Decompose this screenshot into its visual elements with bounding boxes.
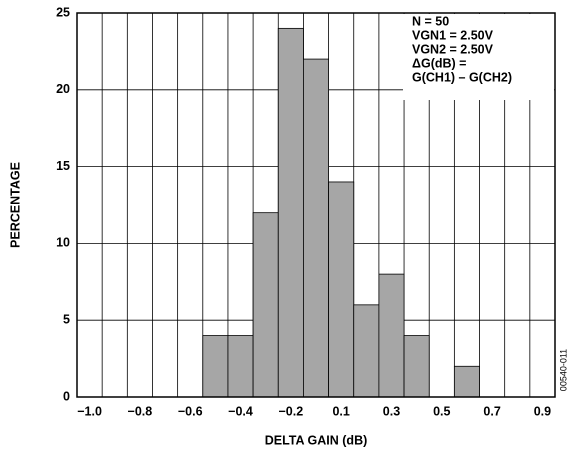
bar <box>403 335 430 398</box>
bar <box>303 58 329 398</box>
x-tick-label: −0.2 <box>278 404 303 418</box>
annotation: VGN1 = 2.50V <box>412 28 494 42</box>
plot-frame <box>76 12 556 398</box>
bar <box>453 365 480 398</box>
x-tick-label: 0.5 <box>433 404 450 418</box>
bar <box>202 335 229 398</box>
annotation: VGN2 = 2.50V <box>412 42 494 56</box>
y-tick-label: 15 <box>56 159 70 173</box>
y-axis-label: PERCENTAGE <box>8 162 22 248</box>
x-tick-label: 0.9 <box>534 404 551 418</box>
x-tick-label: −0.8 <box>128 404 153 418</box>
x-tick-label: 0.7 <box>483 404 500 418</box>
x-tick-label: −0.6 <box>178 404 203 418</box>
x-tick-label: 0.3 <box>383 404 400 418</box>
y-tick-label: 20 <box>56 82 70 96</box>
bar <box>378 273 405 398</box>
x-axis-label: DELTA GAIN (dB) <box>265 433 368 447</box>
y-tick-label: 25 <box>56 5 70 19</box>
x-tick-label: 0.1 <box>332 404 349 418</box>
figure-id: 00540-011 <box>558 349 568 391</box>
bar <box>328 181 355 398</box>
y-tick-label: 10 <box>56 236 70 250</box>
x-tick-label: −1.0 <box>77 404 102 418</box>
x-tick-label: −0.4 <box>228 404 253 418</box>
annotation: N = 50 <box>412 14 449 28</box>
bar <box>252 212 279 398</box>
y-tick-label: 5 <box>63 312 70 326</box>
bar <box>227 335 254 398</box>
annotation: ΔG(dB) = <box>412 56 466 70</box>
y-tick-label: 0 <box>63 389 70 403</box>
annotation-box <box>403 14 554 100</box>
bar <box>277 27 304 398</box>
bar <box>353 304 380 398</box>
annotation: G(CH1) – G(CH2) <box>412 70 512 84</box>
